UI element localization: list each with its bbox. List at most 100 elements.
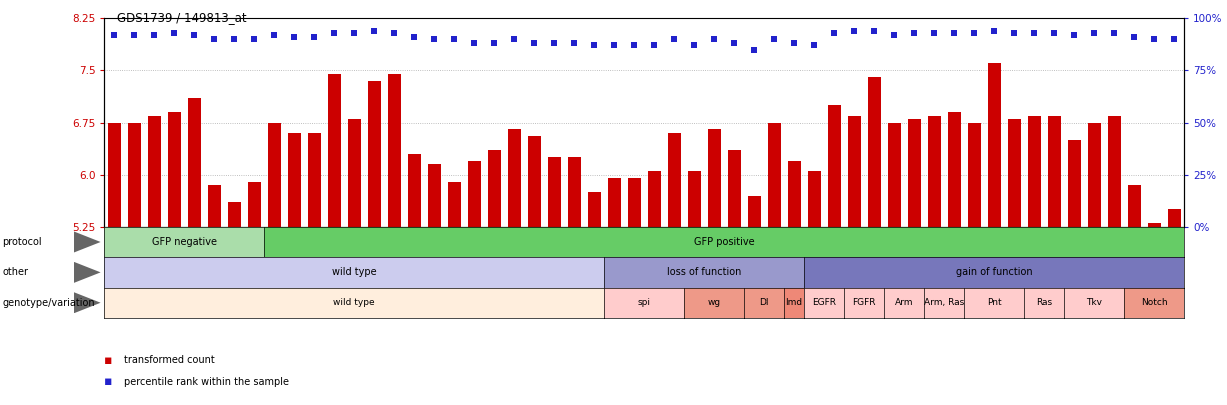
Bar xyxy=(428,164,440,227)
Bar xyxy=(188,98,201,227)
Point xyxy=(964,30,984,36)
Text: Pnt: Pnt xyxy=(987,298,1001,307)
Point xyxy=(124,32,144,38)
Text: Dl: Dl xyxy=(760,298,769,307)
Text: percentile rank within the sample: percentile rank within the sample xyxy=(124,377,288,386)
Bar xyxy=(347,119,361,227)
Bar xyxy=(248,181,261,227)
Bar xyxy=(128,123,141,227)
Point xyxy=(924,30,944,36)
Bar xyxy=(1108,115,1120,227)
Polygon shape xyxy=(74,262,101,283)
Bar xyxy=(607,178,621,227)
Point xyxy=(904,30,924,36)
Bar xyxy=(448,181,460,227)
Point xyxy=(364,28,384,34)
Point xyxy=(184,32,204,38)
Point xyxy=(1104,30,1124,36)
Point xyxy=(285,34,304,40)
Text: loss of function: loss of function xyxy=(667,267,741,277)
Polygon shape xyxy=(74,231,101,253)
Bar xyxy=(588,192,601,227)
Bar xyxy=(328,74,341,227)
Bar xyxy=(628,178,640,227)
Bar xyxy=(108,123,120,227)
Text: Notch: Notch xyxy=(1141,298,1167,307)
Text: Ras: Ras xyxy=(1036,298,1052,307)
Bar xyxy=(968,123,980,227)
Bar xyxy=(207,185,221,227)
Point xyxy=(564,40,584,47)
Point xyxy=(1124,34,1144,40)
Bar xyxy=(648,171,660,227)
Text: ▪: ▪ xyxy=(104,375,113,388)
Bar xyxy=(1048,115,1060,227)
Bar xyxy=(928,115,941,227)
Point xyxy=(644,42,664,49)
Point xyxy=(425,36,444,43)
Point xyxy=(304,34,324,40)
Point xyxy=(464,40,483,47)
Text: protocol: protocol xyxy=(2,237,42,247)
Point xyxy=(485,40,504,47)
Bar xyxy=(487,150,501,227)
Point xyxy=(1025,30,1044,36)
Text: other: other xyxy=(2,267,28,277)
Point xyxy=(685,42,704,49)
Point xyxy=(524,40,544,47)
Point xyxy=(545,40,564,47)
Bar xyxy=(228,202,240,227)
Bar xyxy=(728,150,741,227)
Point xyxy=(805,42,825,49)
Bar xyxy=(848,115,860,227)
Point xyxy=(265,32,285,38)
Bar xyxy=(908,119,920,227)
Point xyxy=(745,46,764,53)
Text: Arm: Arm xyxy=(894,298,913,307)
Bar xyxy=(988,64,1000,227)
Bar xyxy=(368,81,380,227)
Point xyxy=(1044,30,1064,36)
Bar xyxy=(168,112,180,227)
Point xyxy=(625,42,644,49)
Bar xyxy=(708,130,720,227)
Text: genotype/variation: genotype/variation xyxy=(2,298,94,308)
Text: Imd: Imd xyxy=(785,298,802,307)
Point xyxy=(664,36,683,43)
Point xyxy=(1004,30,1023,36)
Text: Arm, Ras: Arm, Ras xyxy=(924,298,964,307)
Text: FGFR: FGFR xyxy=(853,298,876,307)
Text: EGFR: EGFR xyxy=(812,298,836,307)
Bar xyxy=(267,123,281,227)
Text: gain of function: gain of function xyxy=(956,267,1032,277)
Point xyxy=(444,36,464,43)
Bar xyxy=(147,115,161,227)
Point xyxy=(384,30,404,36)
Point xyxy=(1085,30,1104,36)
Point xyxy=(724,40,744,47)
Bar xyxy=(407,154,421,227)
Bar xyxy=(867,77,881,227)
Bar xyxy=(1128,185,1141,227)
Bar xyxy=(687,171,701,227)
Bar xyxy=(308,133,320,227)
Bar xyxy=(1168,209,1180,227)
Bar xyxy=(388,74,401,227)
Point xyxy=(145,32,164,38)
Point xyxy=(584,42,604,49)
Bar xyxy=(1147,223,1161,227)
Bar xyxy=(828,105,840,227)
Point xyxy=(405,34,425,40)
Text: wild type: wild type xyxy=(334,298,375,307)
Point xyxy=(844,28,864,34)
Point xyxy=(784,40,804,47)
Bar xyxy=(467,161,481,227)
Point xyxy=(504,36,524,43)
Bar xyxy=(1087,123,1101,227)
Text: GFP negative: GFP negative xyxy=(152,237,217,247)
Bar xyxy=(288,133,301,227)
Bar xyxy=(788,161,801,227)
Point xyxy=(164,30,184,36)
Point xyxy=(324,30,344,36)
Point xyxy=(1064,32,1083,38)
